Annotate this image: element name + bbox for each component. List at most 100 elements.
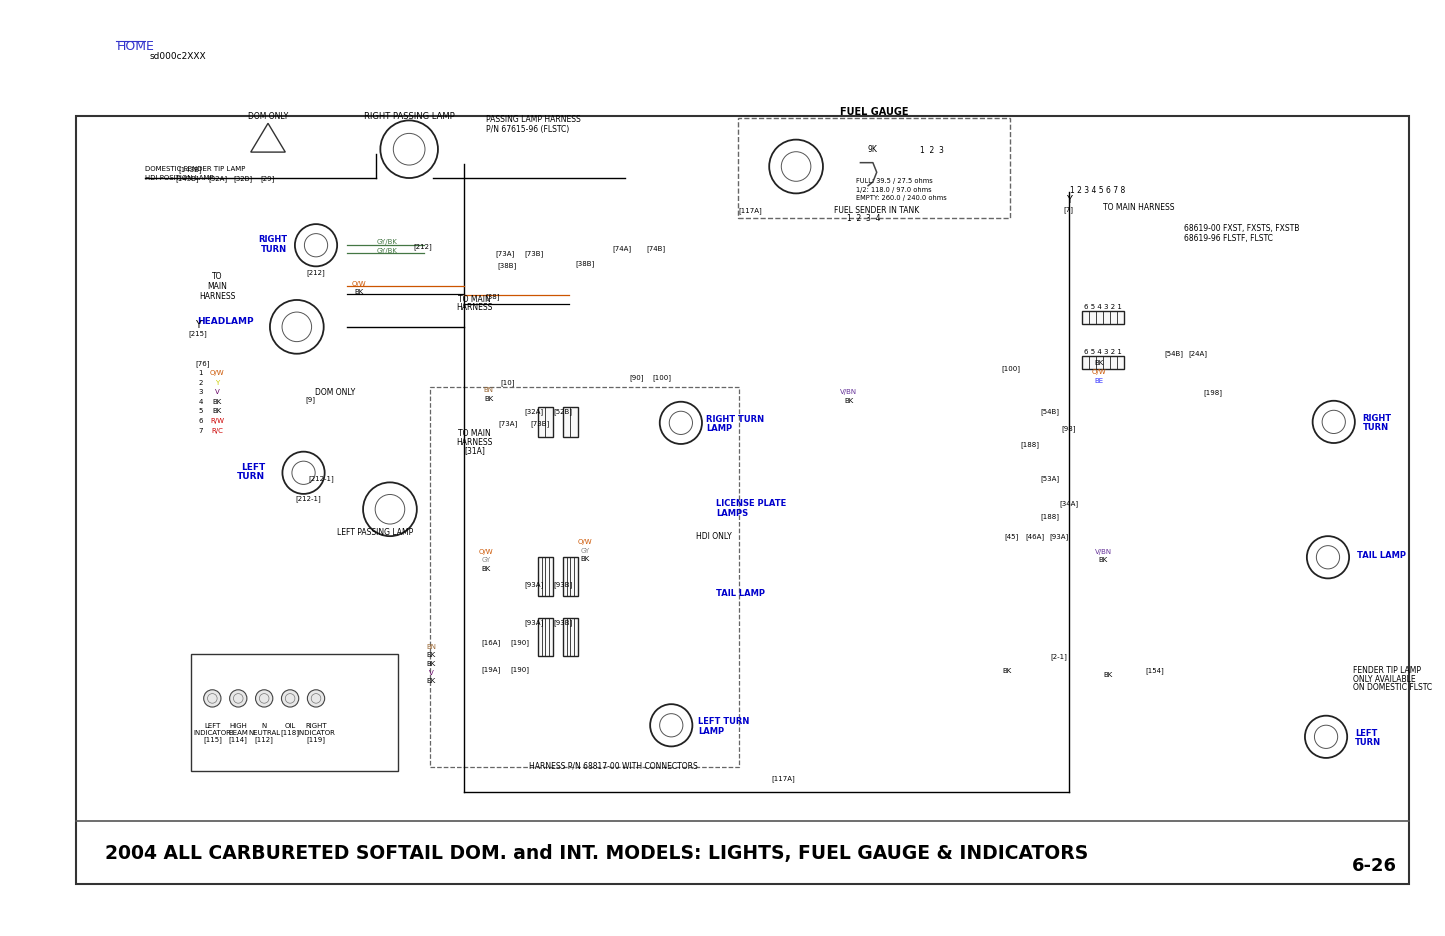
Text: TO MAIN: TO MAIN: [458, 429, 491, 437]
Text: [9]: [9]: [305, 396, 315, 402]
Bar: [562, 618, 578, 656]
Text: O/W: O/W: [1091, 369, 1105, 374]
Text: 6-26: 6-26: [1351, 856, 1396, 873]
Text: BK: BK: [212, 408, 221, 414]
Text: [93A]: [93A]: [1049, 533, 1069, 539]
Text: BK: BK: [426, 678, 436, 683]
Text: BK: BK: [1003, 666, 1011, 673]
Text: TO MAIN HARNESS: TO MAIN HARNESS: [1103, 203, 1175, 212]
Text: BK: BK: [581, 556, 590, 562]
Text: HARNESS P/N 68817-00 WITH CONNECTORS: HARNESS P/N 68817-00 WITH CONNECTORS: [529, 760, 698, 769]
Text: [2-1]: [2-1]: [1051, 652, 1068, 659]
Text: V/BN: V/BN: [1095, 548, 1111, 554]
Text: 68619-00 FXST, FXSTS, FXSTB: 68619-00 FXST, FXSTS, FXSTB: [1183, 225, 1299, 233]
Text: [90]: [90]: [630, 374, 644, 381]
Text: O/W: O/W: [478, 548, 493, 554]
Text: [32B]: [32B]: [234, 175, 253, 183]
Text: [10]: [10]: [501, 379, 516, 386]
Text: 9K: 9K: [868, 144, 877, 154]
Text: [74B]: [74B]: [646, 244, 666, 251]
Text: [31A]: [31A]: [464, 446, 486, 455]
Text: 68619-96 FLSTF, FLSTC: 68619-96 FLSTF, FLSTC: [1183, 234, 1273, 242]
Text: BK: BK: [484, 396, 494, 402]
Text: Y: Y: [1066, 195, 1072, 205]
Text: [93B]: [93B]: [553, 619, 572, 625]
Text: GY/BK: GY/BK: [377, 239, 397, 245]
Text: LEFT: LEFT: [204, 723, 221, 728]
Text: BK: BK: [481, 565, 491, 571]
Text: LICENSE PLATE: LICENSE PLATE: [717, 499, 786, 507]
Bar: [562, 407, 578, 438]
Text: BE: BE: [1094, 377, 1103, 383]
Text: [118]: [118]: [280, 729, 299, 736]
Text: [117A]: [117A]: [738, 207, 762, 213]
Text: TURN: TURN: [1363, 423, 1389, 431]
Text: 6 5 4 3 2 1: 6 5 4 3 2 1: [1084, 348, 1123, 355]
Text: [76]: [76]: [195, 359, 210, 366]
Text: [73A]: [73A]: [499, 420, 517, 427]
Text: [73A]: [73A]: [496, 250, 514, 257]
Text: LAMPS: LAMPS: [717, 508, 749, 517]
Text: [143B]: [143B]: [178, 166, 202, 172]
Text: [32A]: [32A]: [525, 407, 543, 415]
Text: PASSING LAMP HARNESS: PASSING LAMP HARNESS: [486, 115, 581, 124]
Text: DOMESTIC FENDER TIP LAMP: DOMESTIC FENDER TIP LAMP: [144, 167, 246, 172]
Text: Y: Y: [215, 379, 220, 385]
Text: FULL: 39.5 / 27.5 ohms: FULL: 39.5 / 27.5 ohms: [855, 178, 932, 183]
Text: R/C: R/C: [211, 427, 223, 433]
Text: [38B]: [38B]: [497, 262, 517, 269]
Text: 4: 4: [198, 399, 202, 404]
Text: [54B]: [54B]: [1040, 407, 1059, 415]
Text: LAMP: LAMP: [705, 424, 733, 432]
Text: 1/2: 118.0 / 97.0 ohms: 1/2: 118.0 / 97.0 ohms: [855, 186, 931, 193]
Text: FUEL GAUGE: FUEL GAUGE: [840, 107, 907, 117]
Text: 5: 5: [198, 408, 202, 414]
Text: [93B]: [93B]: [553, 580, 572, 587]
Text: INDICATOR: INDICATOR: [298, 729, 335, 735]
Text: [100]: [100]: [1001, 364, 1020, 372]
Bar: [538, 558, 553, 596]
Text: [32A]: [32A]: [208, 175, 228, 183]
Text: DOM ONLY: DOM ONLY: [249, 112, 288, 121]
Text: BN: BN: [426, 643, 436, 649]
Text: 1  2  3  4: 1 2 3 4: [847, 213, 880, 223]
Text: [52B]: [52B]: [553, 407, 572, 415]
Text: [212-1]: [212-1]: [295, 495, 321, 502]
Text: 1: 1: [198, 370, 204, 375]
Text: N: N: [262, 723, 267, 728]
Text: BK: BK: [844, 398, 854, 403]
Text: HARNESS: HARNESS: [457, 437, 493, 446]
Text: 6: 6: [198, 417, 204, 423]
Text: BK: BK: [212, 399, 221, 404]
Text: RIGHT: RIGHT: [259, 235, 288, 243]
Text: [100]: [100]: [652, 374, 670, 381]
Text: V: V: [429, 669, 433, 675]
Bar: [538, 407, 553, 438]
Circle shape: [282, 690, 299, 708]
Text: [16A]: [16A]: [481, 638, 500, 646]
Text: [98]: [98]: [1062, 425, 1077, 431]
Text: [143B]: [143B]: [175, 175, 199, 183]
Text: [46A]: [46A]: [1026, 533, 1045, 539]
Text: [154]: [154]: [1146, 666, 1165, 673]
Text: R/W: R/W: [210, 417, 224, 423]
Bar: [562, 558, 578, 596]
Bar: [191, 654, 397, 771]
Text: [119]: [119]: [306, 736, 325, 742]
Text: BK: BK: [1094, 360, 1103, 366]
Text: 1  2  3: 1 2 3: [920, 146, 945, 154]
Text: [29]: [29]: [262, 175, 275, 183]
Text: [115]: [115]: [202, 736, 221, 742]
Text: BK: BK: [1104, 672, 1113, 678]
Text: Y: Y: [195, 319, 201, 329]
Text: P/N 67615-96 (FLSTC): P/N 67615-96 (FLSTC): [486, 124, 569, 134]
Text: [73B]: [73B]: [525, 250, 543, 257]
Text: [212]: [212]: [306, 269, 325, 275]
Text: NEUTRAL: NEUTRAL: [249, 729, 280, 735]
Text: [198]: [198]: [1204, 388, 1222, 395]
Bar: [431, 388, 740, 767]
Text: HEADLAMP: HEADLAMP: [197, 316, 254, 326]
Text: BEAM: BEAM: [228, 729, 249, 735]
Text: BK: BK: [1098, 557, 1108, 563]
Text: BK: BK: [354, 289, 364, 295]
